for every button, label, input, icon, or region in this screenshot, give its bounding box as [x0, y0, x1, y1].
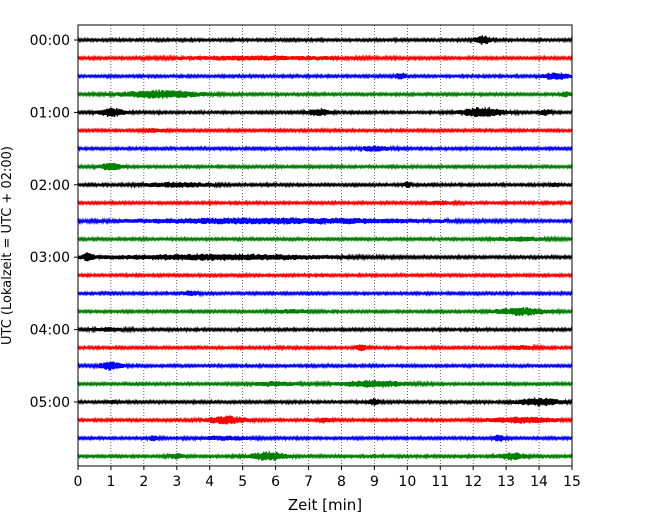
x-tick-label: 7 [304, 474, 313, 490]
trace-line [77, 451, 573, 461]
y-axis-ticks: 00:00 01:00 02:00 03:00 04:00 05:00 [30, 33, 78, 411]
trace-line [77, 180, 573, 189]
trace-line [77, 199, 573, 207]
x-tick-label: 15 [563, 474, 581, 490]
trace-line [77, 89, 573, 99]
seismogram-traces [77, 35, 573, 461]
trace-line [77, 126, 573, 135]
y-tick-label: 03:00 [30, 250, 70, 266]
trace-line [77, 434, 573, 443]
x-axis-label: Zeit [min] [288, 496, 362, 514]
trace-line [77, 162, 573, 171]
y-tick-label: 00:00 [30, 33, 70, 49]
x-tick-label: 3 [172, 474, 181, 490]
trace-line [77, 306, 573, 317]
x-tick-label: 5 [238, 474, 247, 490]
trace-line [77, 72, 573, 80]
trace-line [77, 325, 573, 334]
trace-line [77, 53, 573, 63]
x-tick-label: 8 [337, 474, 346, 490]
trace-line [77, 343, 573, 352]
y-tick-label: 05:00 [30, 395, 70, 411]
trace-line [77, 107, 573, 118]
x-tick-label: 10 [398, 474, 416, 490]
y-axis-label: UTC (Lokalzeit = UTC + 02:00) [0, 146, 15, 345]
trace-line [77, 216, 573, 226]
trace-line [77, 415, 573, 425]
trace-line [77, 397, 573, 407]
x-tick-label: 0 [74, 474, 83, 490]
trace-line [77, 379, 573, 388]
x-tick-label: 14 [530, 474, 548, 490]
x-tick-label: 2 [139, 474, 148, 490]
trace-line [77, 35, 573, 45]
y-tick-label: 04:00 [30, 323, 70, 339]
x-tick-label: 6 [271, 474, 280, 490]
x-tick-label: 4 [205, 474, 214, 490]
x-axis-ticks: 0 1 2 3 4 5 6 7 8 9 10 11 12 13 14 15 [74, 466, 581, 490]
trace-line [77, 361, 573, 371]
x-tick-label: 1 [106, 474, 115, 490]
x-tick-label: 13 [497, 474, 515, 490]
y-tick-label: 02:00 [30, 178, 70, 194]
x-tick-label: 9 [370, 474, 379, 490]
trace-line [77, 271, 573, 279]
trace-line [77, 289, 573, 298]
x-tick-label: 12 [464, 474, 482, 490]
x-tick-label: 11 [431, 474, 449, 490]
plot-frame [77, 24, 573, 467]
y-tick-label: 01:00 [30, 105, 70, 121]
trace-line [77, 235, 573, 244]
trace-line [77, 144, 573, 153]
trace-line [77, 252, 573, 262]
